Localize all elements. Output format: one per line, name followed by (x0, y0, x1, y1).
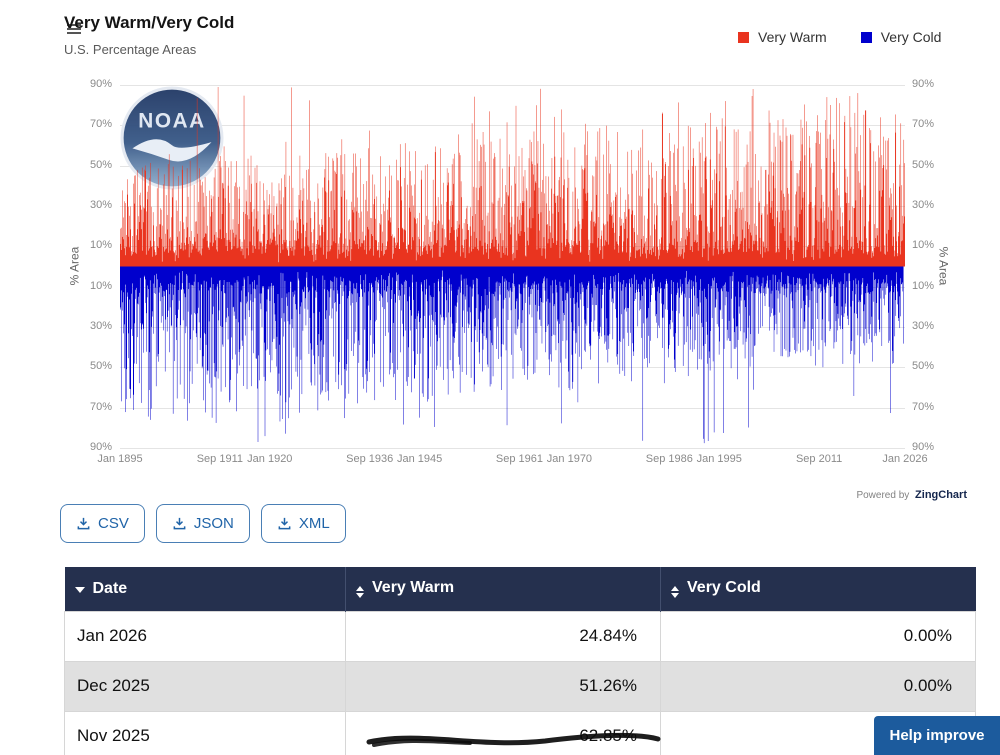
y-tick-label: 90% (89, 78, 112, 90)
export-json-label: JSON (193, 515, 234, 532)
legend-marker-warm-icon (738, 31, 749, 43)
sort-icon (671, 586, 679, 599)
x-tick-label: Jan 1970 (546, 453, 593, 465)
column-header-very-warm[interactable]: Very Warm (345, 567, 661, 611)
legend-item-very-warm[interactable]: Very Warm (738, 29, 827, 45)
x-tick-label: Jan 1920 (247, 453, 293, 465)
export-buttons: CSV JSON XML (60, 504, 346, 543)
y-tick-label: 10% (89, 239, 112, 252)
chart-canvas[interactable] (120, 85, 905, 448)
chart-title: Very Warm/Very Cold (64, 13, 235, 32)
table-header-row: Date Very Warm Very Cold (64, 567, 976, 611)
chart-subtitle: U.S. Percentage Areas (64, 42, 197, 57)
x-tick-label: Jan 1995 (696, 453, 742, 465)
download-icon (77, 517, 90, 530)
powered-by[interactable]: Powered by ZingChart (856, 489, 967, 501)
y-tick-label: 30% (912, 320, 935, 332)
x-tick-label: Sep 1986 (645, 453, 693, 465)
legend-label-very-warm: Very Warm (758, 29, 827, 45)
legend-item-very-cold[interactable]: Very Cold (860, 29, 942, 45)
column-header-very-cold[interactable]: Very Cold (660, 567, 976, 611)
y-tick-label: 70% (912, 400, 935, 413)
y-tick-label: 10% (89, 279, 112, 292)
table-row: Dec 2025 51.26% 0.00% (64, 660, 976, 712)
chart-plot-area: NOAA (120, 85, 905, 449)
cell-very-cold: 0.00% (660, 660, 976, 712)
export-xml-button[interactable]: XML (260, 504, 346, 543)
x-tick-label: Jan 1945 (396, 453, 443, 465)
sort-desc-icon (74, 586, 85, 593)
data-table: Date Very Warm Very Cold Jan 2026 24.84%… (64, 567, 976, 755)
y-tick-label: 90% (89, 441, 112, 453)
y-tick-label: 50% (89, 158, 112, 171)
cell-date: Dec 2025 (64, 660, 346, 712)
cell-very-cold: 0.00% (660, 610, 976, 662)
x-tick-label: Sep 2011 (795, 453, 843, 465)
cell-date: Jan 2026 (64, 610, 346, 662)
x-tick-label: Jan 2026 (882, 453, 928, 465)
zingchart-brand-link[interactable]: ZingChart (915, 489, 967, 501)
x-tick-label: Sep 1936 (346, 453, 394, 465)
y-tick-label: 10% (912, 239, 935, 252)
y-tick-label: 50% (912, 158, 935, 171)
y-tick-label: 50% (89, 360, 112, 373)
legend-marker-cold-icon (860, 31, 872, 43)
y-tick-label: 30% (89, 320, 112, 332)
y-tick-label: 70% (89, 400, 112, 413)
y-tick-label: 90% (912, 441, 935, 453)
powered-by-prefix: Powered by (856, 490, 910, 501)
column-header-date[interactable]: Date (64, 567, 346, 611)
y-tick-label: 90% (912, 78, 935, 90)
x-tick-label: Jan 1895 (97, 453, 143, 465)
cell-very-warm: 51.26% (345, 660, 661, 712)
help-improve-button[interactable]: Help improve (874, 716, 1000, 755)
y-tick-label: 10% (912, 279, 935, 292)
column-label-date: Date (92, 579, 128, 597)
y-tick-label: 30% (912, 199, 935, 211)
menu-icon[interactable] (67, 24, 81, 34)
export-xml-label: XML (298, 515, 330, 532)
gridline (120, 448, 905, 449)
sort-icon (356, 586, 364, 599)
y-tick-label: 30% (89, 199, 112, 211)
legend-label-very-cold: Very Cold (880, 29, 942, 45)
column-label-very-cold: Very Cold (687, 579, 761, 597)
download-icon (278, 517, 291, 530)
y-tick-label: 50% (912, 360, 935, 373)
export-json-button[interactable]: JSON (155, 504, 250, 543)
cell-very-warm: 62.85% (345, 710, 661, 755)
x-tick-label: Sep 1961 (495, 453, 544, 465)
cell-date: Nov 2025 (64, 710, 346, 755)
table-row: Nov 2025 62.85% (64, 710, 976, 755)
column-label-very-warm: Very Warm (372, 579, 455, 597)
legend: Very Warm Very Cold (738, 29, 941, 45)
table-row: Jan 2026 24.84% 0.00% (64, 610, 976, 662)
cell-very-warm: 24.84% (345, 610, 661, 662)
y-tick-label: 70% (89, 118, 112, 131)
x-tick-label: Sep 1911 (196, 453, 244, 465)
y-tick-label: 70% (912, 118, 935, 131)
export-csv-label: CSV (98, 515, 129, 532)
download-icon (173, 517, 186, 530)
export-csv-button[interactable]: CSV (60, 504, 145, 543)
